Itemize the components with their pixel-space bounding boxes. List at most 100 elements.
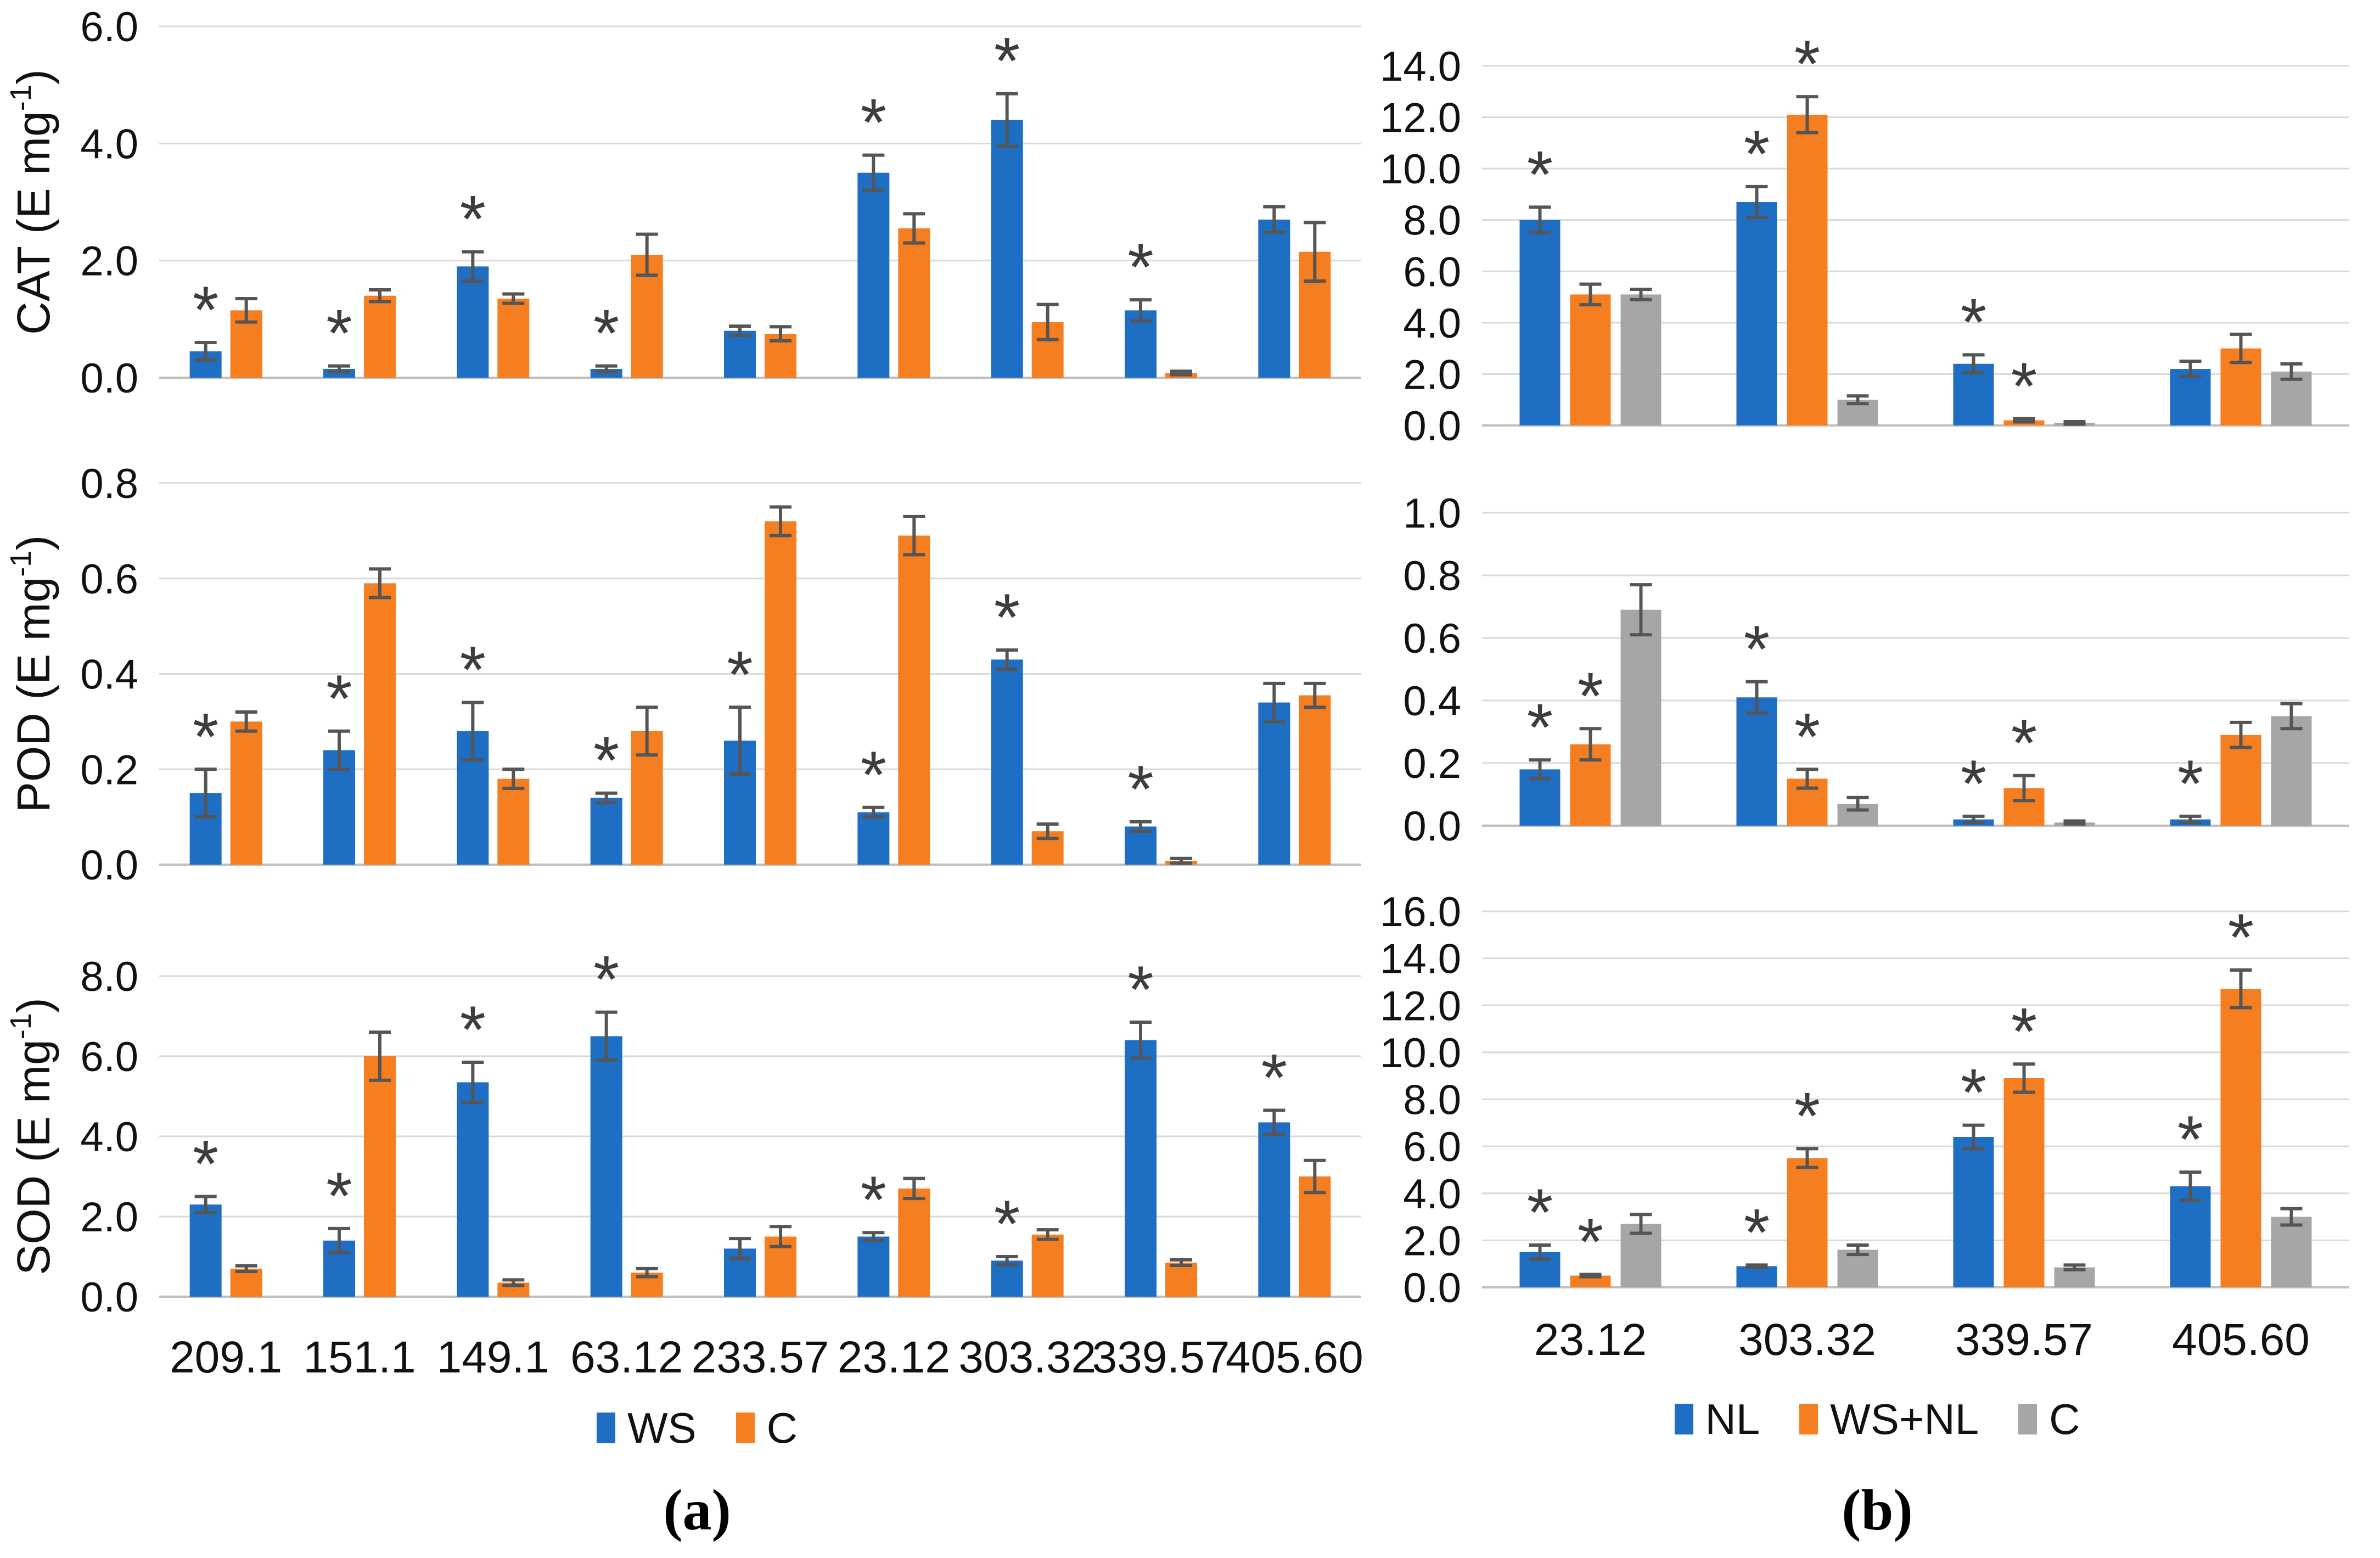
chart-b-cat: 0.0 2.04.0 6.0 8.0 10.012.0 14.0 * * * * * bbox=[1380, 26, 2349, 450]
bar-nl-405.60 bbox=[2170, 369, 2211, 425]
significance-asterisk: * bbox=[861, 1162, 886, 1237]
significance-asterisk: * bbox=[1527, 1175, 1553, 1249]
error-bar bbox=[1529, 758, 1551, 781]
error-bar bbox=[1304, 221, 1326, 283]
error-bar bbox=[2280, 362, 2303, 381]
y-tick-label: 0.4 bbox=[1403, 678, 1461, 725]
significance-asterisk: * bbox=[1527, 690, 1553, 764]
y-tick-label: 0.0 bbox=[1403, 403, 1461, 450]
significance-asterisk: * bbox=[593, 723, 619, 798]
bar-c-23.12 bbox=[898, 228, 930, 378]
significance-asterisk: * bbox=[1127, 229, 1153, 304]
error-bar bbox=[903, 1176, 925, 1201]
significance-asterisk: * bbox=[1794, 699, 1820, 774]
error-bar bbox=[770, 325, 792, 343]
y-tick-label: 0.0 bbox=[1403, 803, 1461, 850]
y-tick-label: 8.0 bbox=[1403, 198, 1461, 244]
y-axis-title: SOD (E mg-1) bbox=[4, 997, 59, 1275]
bar-ws-339.57 bbox=[1125, 1040, 1157, 1297]
error-bar bbox=[1796, 95, 1818, 134]
error-bar bbox=[328, 364, 350, 374]
error-bar bbox=[328, 1226, 350, 1254]
error-bar bbox=[1304, 1158, 1326, 1195]
y-tick-label: 2.0 bbox=[80, 238, 138, 285]
error-bar bbox=[1962, 353, 1985, 375]
bar-ws-405.60 bbox=[1258, 1122, 1290, 1297]
x-tick-label: 339.57 bbox=[1092, 1332, 1230, 1382]
error-bar bbox=[2013, 774, 2035, 803]
error-bar bbox=[1130, 1020, 1152, 1060]
error-bar bbox=[1529, 205, 1551, 235]
x-tick-label: 303.32 bbox=[958, 1332, 1096, 1382]
significance-asterisk: * bbox=[2011, 349, 2037, 423]
error-bar bbox=[1846, 1243, 1869, 1257]
error-bar bbox=[636, 232, 658, 277]
error-bar bbox=[996, 1255, 1018, 1266]
y-tick-label: 10.0 bbox=[1380, 1030, 1461, 1077]
error-bar bbox=[194, 341, 217, 362]
chart-b-pod: 0.0 0.2 0.4 0.6 0.8 1.0 * * * * * * * bbox=[1403, 490, 2349, 850]
bar-ws-nl-303.32 bbox=[1787, 1158, 1828, 1287]
y-tick-label: 8.0 bbox=[80, 954, 138, 1000]
error-bar bbox=[996, 648, 1018, 671]
significance-asterisk: * bbox=[1794, 26, 1820, 101]
bar-c-405.60 bbox=[2271, 1217, 2312, 1287]
error-bar bbox=[502, 767, 525, 790]
y-tick-label: 4.0 bbox=[80, 121, 138, 167]
significance-asterisk: * bbox=[460, 632, 486, 707]
error-bar bbox=[595, 791, 618, 805]
y-tick-label: 12.0 bbox=[1380, 983, 1461, 1029]
error-bar bbox=[369, 567, 391, 599]
error-bar bbox=[1962, 1123, 1985, 1151]
error-bar bbox=[1630, 1213, 1652, 1235]
significance-asterisk: * bbox=[1961, 284, 1986, 359]
significance-asterisk: * bbox=[1744, 116, 1770, 191]
error-bar bbox=[2179, 360, 2202, 379]
y-tick-label: 6.0 bbox=[1403, 1124, 1461, 1170]
error-bar bbox=[1846, 795, 1869, 812]
bar-ws-303.32 bbox=[991, 659, 1023, 865]
significance-asterisk: * bbox=[326, 1158, 352, 1233]
error-bar bbox=[996, 92, 1018, 148]
significance-asterisk: * bbox=[593, 942, 619, 1017]
bar-c-151.1 bbox=[364, 583, 396, 865]
error-bar bbox=[462, 1060, 484, 1104]
significance-asterisk: * bbox=[861, 737, 886, 812]
bar-nl-303.32 bbox=[1736, 201, 1777, 425]
y-tick-label: 0.0 bbox=[1403, 1265, 1461, 1312]
bar-ws-209.1 bbox=[189, 1204, 222, 1297]
significance-asterisk: * bbox=[2011, 994, 2037, 1068]
error-bar bbox=[1170, 856, 1192, 865]
y-tick-label: 6.0 bbox=[80, 1034, 138, 1080]
legend-swatch-c bbox=[736, 1413, 755, 1443]
significance-asterisk: * bbox=[193, 272, 218, 347]
bar-nl-303.32 bbox=[1736, 697, 1777, 826]
bar-ws-23.12 bbox=[857, 172, 890, 378]
significance-asterisk: * bbox=[1961, 1055, 1986, 1130]
significance-asterisk: * bbox=[326, 661, 352, 736]
y-tick-label: 1.0 bbox=[1403, 490, 1461, 537]
error-bar bbox=[1796, 1147, 1818, 1169]
bar-c-405.60 bbox=[1299, 695, 1331, 865]
x-tick-label: 339.57 bbox=[1955, 1315, 2093, 1365]
bar-c-149.1 bbox=[497, 299, 530, 378]
significance-asterisk: * bbox=[1794, 1078, 1820, 1153]
error-bar bbox=[1630, 583, 1652, 637]
legend-label-ws: WS bbox=[627, 1403, 697, 1452]
bar-ws-63.12 bbox=[590, 1036, 622, 1297]
bar-nl-405.60 bbox=[2170, 1186, 2211, 1287]
legend-item-nl: NL bbox=[1674, 1394, 1760, 1444]
bar-ws-nl-23.12 bbox=[1570, 1275, 1611, 1287]
bar-ws-149.1 bbox=[457, 1082, 489, 1297]
y-tick-label: 0.4 bbox=[80, 652, 138, 698]
error-bar bbox=[1796, 767, 1818, 790]
y-tick-label: 0.8 bbox=[1403, 553, 1461, 599]
legend-swatch-ws-nl bbox=[1799, 1404, 1818, 1434]
x-tick-label: 149.1 bbox=[437, 1332, 549, 1382]
significance-asterisk: * bbox=[326, 296, 352, 371]
bar-ws-405.60 bbox=[1258, 702, 1290, 865]
x-tick-label: 63.12 bbox=[570, 1332, 683, 1382]
y-tick-label: 14.0 bbox=[1380, 936, 1461, 983]
error-bar bbox=[1263, 1108, 1286, 1136]
